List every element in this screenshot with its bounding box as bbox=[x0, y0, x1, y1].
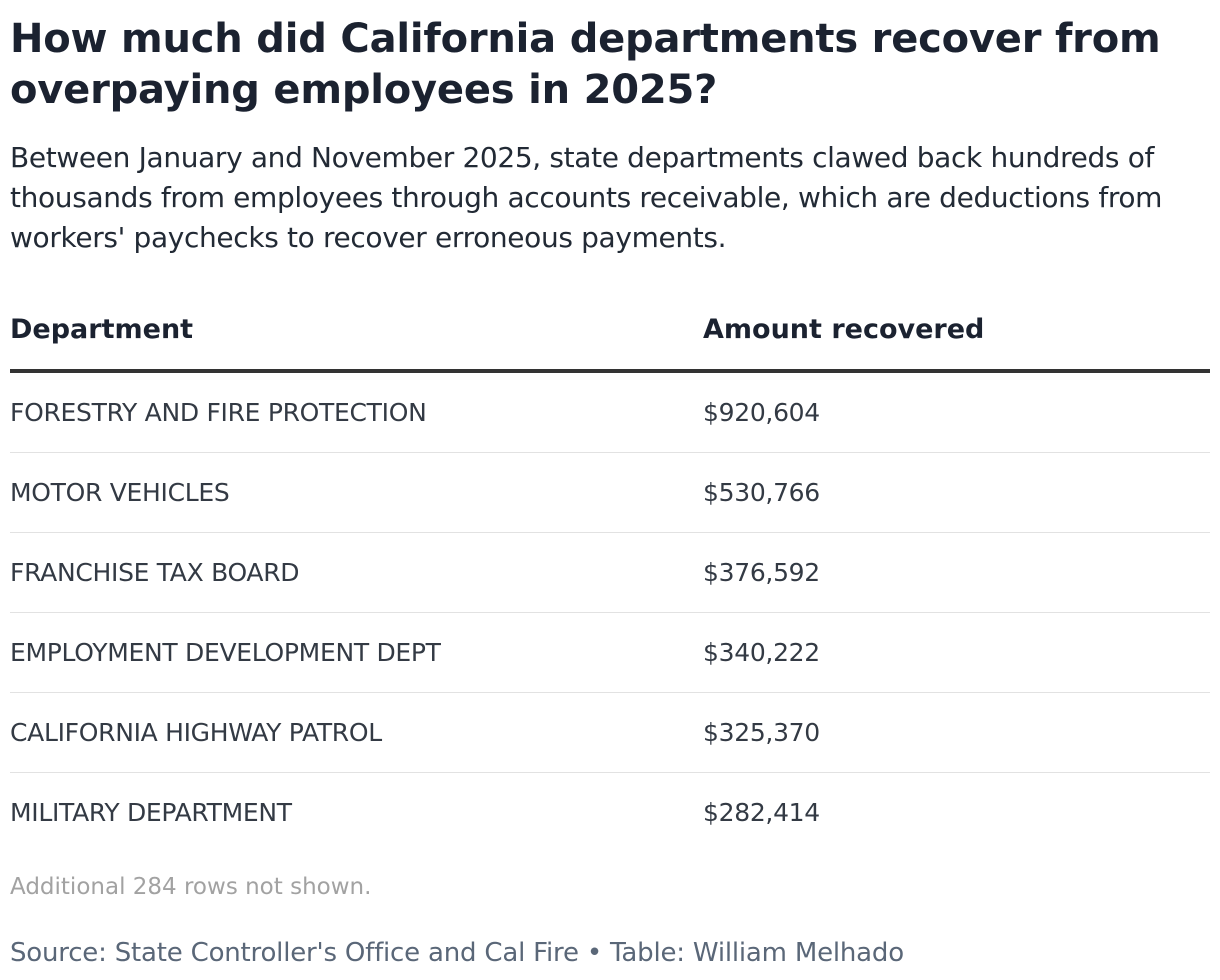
amount-cell: $530,766 bbox=[703, 452, 1210, 533]
department-cell: EMPLOYMENT DEVELOPMENT DEPT bbox=[10, 612, 703, 693]
department-cell: FRANCHISE TAX BOARD bbox=[10, 532, 703, 613]
column-header-department[interactable]: Department bbox=[10, 312, 703, 373]
source-credit: Source: State Controller's Office and Ca… bbox=[10, 938, 904, 968]
table-row: FORESTRY AND FIRE PROTECTION $920,604 bbox=[10, 371, 1210, 453]
chart-title: How much did California departments reco… bbox=[10, 16, 1161, 113]
chart-container: How much did California departments reco… bbox=[10, 0, 1210, 968]
amount-cell: $340,222 bbox=[703, 612, 1210, 693]
table-body: FORESTRY AND FIRE PROTECTION $920,604 MOTO… bbox=[10, 371, 1210, 852]
table-row: CALIFORNIA HIGHWAY PATROL $325,370 bbox=[10, 692, 1210, 773]
amount-cell: $920,604 bbox=[703, 371, 1210, 453]
table-row: EMPLOYMENT DEVELOPMENT DEPT $340,222 bbox=[10, 612, 1210, 693]
rows-hidden-note: Additional 284 rows not shown. bbox=[10, 874, 372, 900]
table-row: FRANCHISE TAX BOARD $376,592 bbox=[10, 532, 1210, 613]
column-header-amount[interactable]: Amount recovered bbox=[703, 312, 1210, 373]
table-row: MILITARY DEPARTMENT $282,414 bbox=[10, 773, 1210, 853]
table-header-row: Department Amount recovered bbox=[10, 312, 1210, 373]
department-cell: MILITARY DEPARTMENT bbox=[10, 798, 292, 827]
data-table: Department Amount recovered FORESTRY AND… bbox=[10, 312, 1210, 852]
amount-cell: $282,414 bbox=[703, 798, 820, 827]
amount-cell: $325,370 bbox=[703, 692, 1210, 773]
chart-subtitle: Between January and November 2025, state… bbox=[10, 141, 1163, 254]
table-row: MOTOR VEHICLES $530,766 bbox=[10, 452, 1210, 533]
amount-cell: $376,592 bbox=[703, 532, 1210, 613]
department-cell: FORESTRY AND FIRE PROTECTION bbox=[10, 371, 703, 453]
department-cell: MOTOR VEHICLES bbox=[10, 452, 703, 533]
department-cell: CALIFORNIA HIGHWAY PATROL bbox=[10, 692, 703, 773]
